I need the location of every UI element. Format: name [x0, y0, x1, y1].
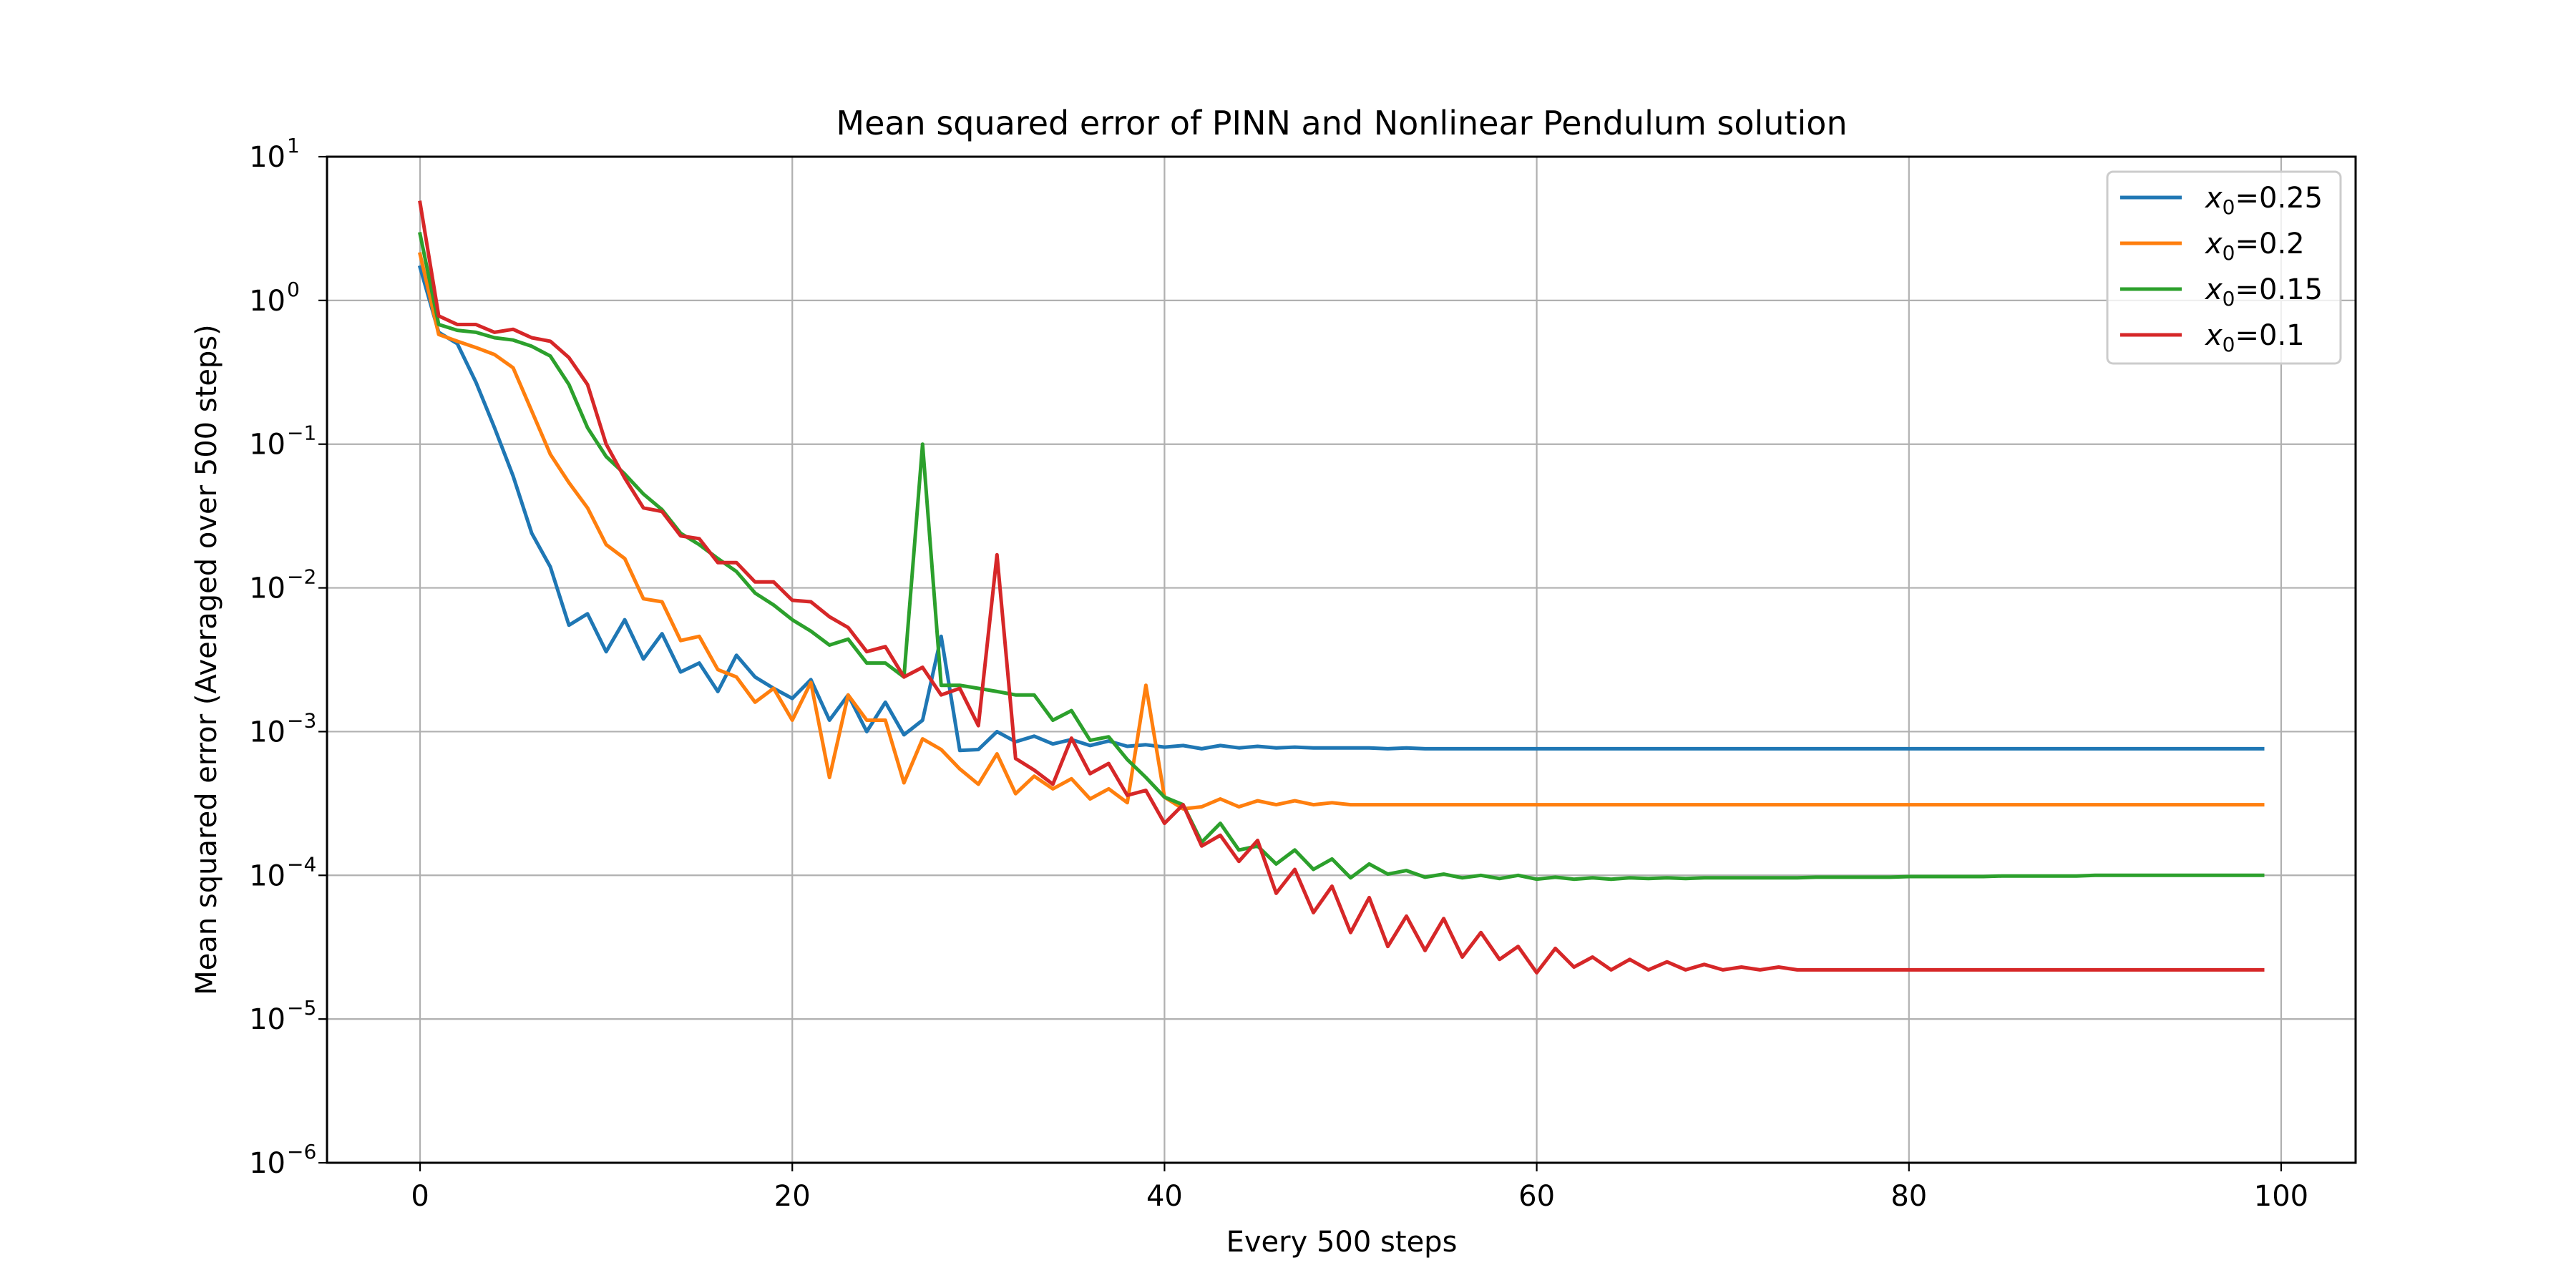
legend-label-1: x0=0.2 — [2204, 228, 2305, 265]
y-tick-exponent: −1 — [287, 421, 316, 445]
legend-value: =0.1 — [2235, 319, 2305, 352]
y-tick-label: 10 — [249, 141, 286, 174]
y-tick-label: 10 — [249, 1147, 286, 1180]
legend-value: =0.15 — [2235, 273, 2323, 306]
legend-value: =0.25 — [2235, 182, 2323, 215]
x-tick-label: 80 — [1890, 1180, 1927, 1213]
y-tick-exponent: −6 — [287, 1140, 316, 1163]
legend-subscript: 0 — [2223, 241, 2235, 265]
x-tick-label: 100 — [2254, 1180, 2308, 1213]
legend-symbol: x — [2204, 228, 2223, 260]
y-tick-label: 10 — [249, 572, 286, 605]
legend-label-3: x0=0.1 — [2204, 319, 2305, 356]
legend-label-0: x0=0.25 — [2204, 182, 2323, 219]
data-series — [417, 200, 2265, 975]
series-line-2 — [418, 232, 2265, 882]
legend-value: =0.2 — [2235, 228, 2305, 260]
legend-symbol: x — [2204, 319, 2223, 352]
y-tick-label: 10 — [249, 716, 286, 748]
legend-label-2: x0=0.15 — [2204, 273, 2323, 311]
chart-title: Mean squared error of PINN and Nonlinear… — [836, 104, 1847, 142]
x-tick-label: 0 — [411, 1180, 429, 1213]
y-tick-label: 10 — [249, 285, 286, 318]
legend-subscript: 0 — [2223, 333, 2235, 356]
plot-frame — [326, 155, 2357, 1164]
y-tick-exponent: −5 — [287, 996, 316, 1020]
legend-symbol: x — [2204, 273, 2223, 306]
y-tick-exponent: −4 — [287, 852, 316, 876]
legend-subscript: 0 — [2223, 195, 2235, 219]
series-line-1 — [417, 252, 2265, 811]
series-line-3 — [418, 200, 2265, 975]
y-tick-exponent: 0 — [287, 278, 300, 301]
y-tick-label: 10 — [249, 859, 286, 892]
y-tick-exponent: 1 — [287, 134, 300, 157]
legend-box — [2106, 170, 2342, 365]
x-axis-label: Every 500 steps — [1226, 1226, 1458, 1259]
legend-subscript: 0 — [2223, 287, 2235, 311]
x-tick-label: 20 — [774, 1180, 811, 1213]
y-tick-label: 10 — [249, 429, 286, 462]
x-tick-label: 40 — [1146, 1180, 1183, 1213]
y-axis-label: Mean squared error (Averaged over 500 st… — [190, 324, 223, 995]
x-tick-label: 60 — [1518, 1180, 1555, 1213]
y-tick-exponent: −2 — [287, 565, 316, 589]
y-tick-exponent: −3 — [287, 708, 316, 732]
y-tick-label: 10 — [249, 1003, 286, 1036]
legend-symbol: x — [2204, 182, 2223, 215]
